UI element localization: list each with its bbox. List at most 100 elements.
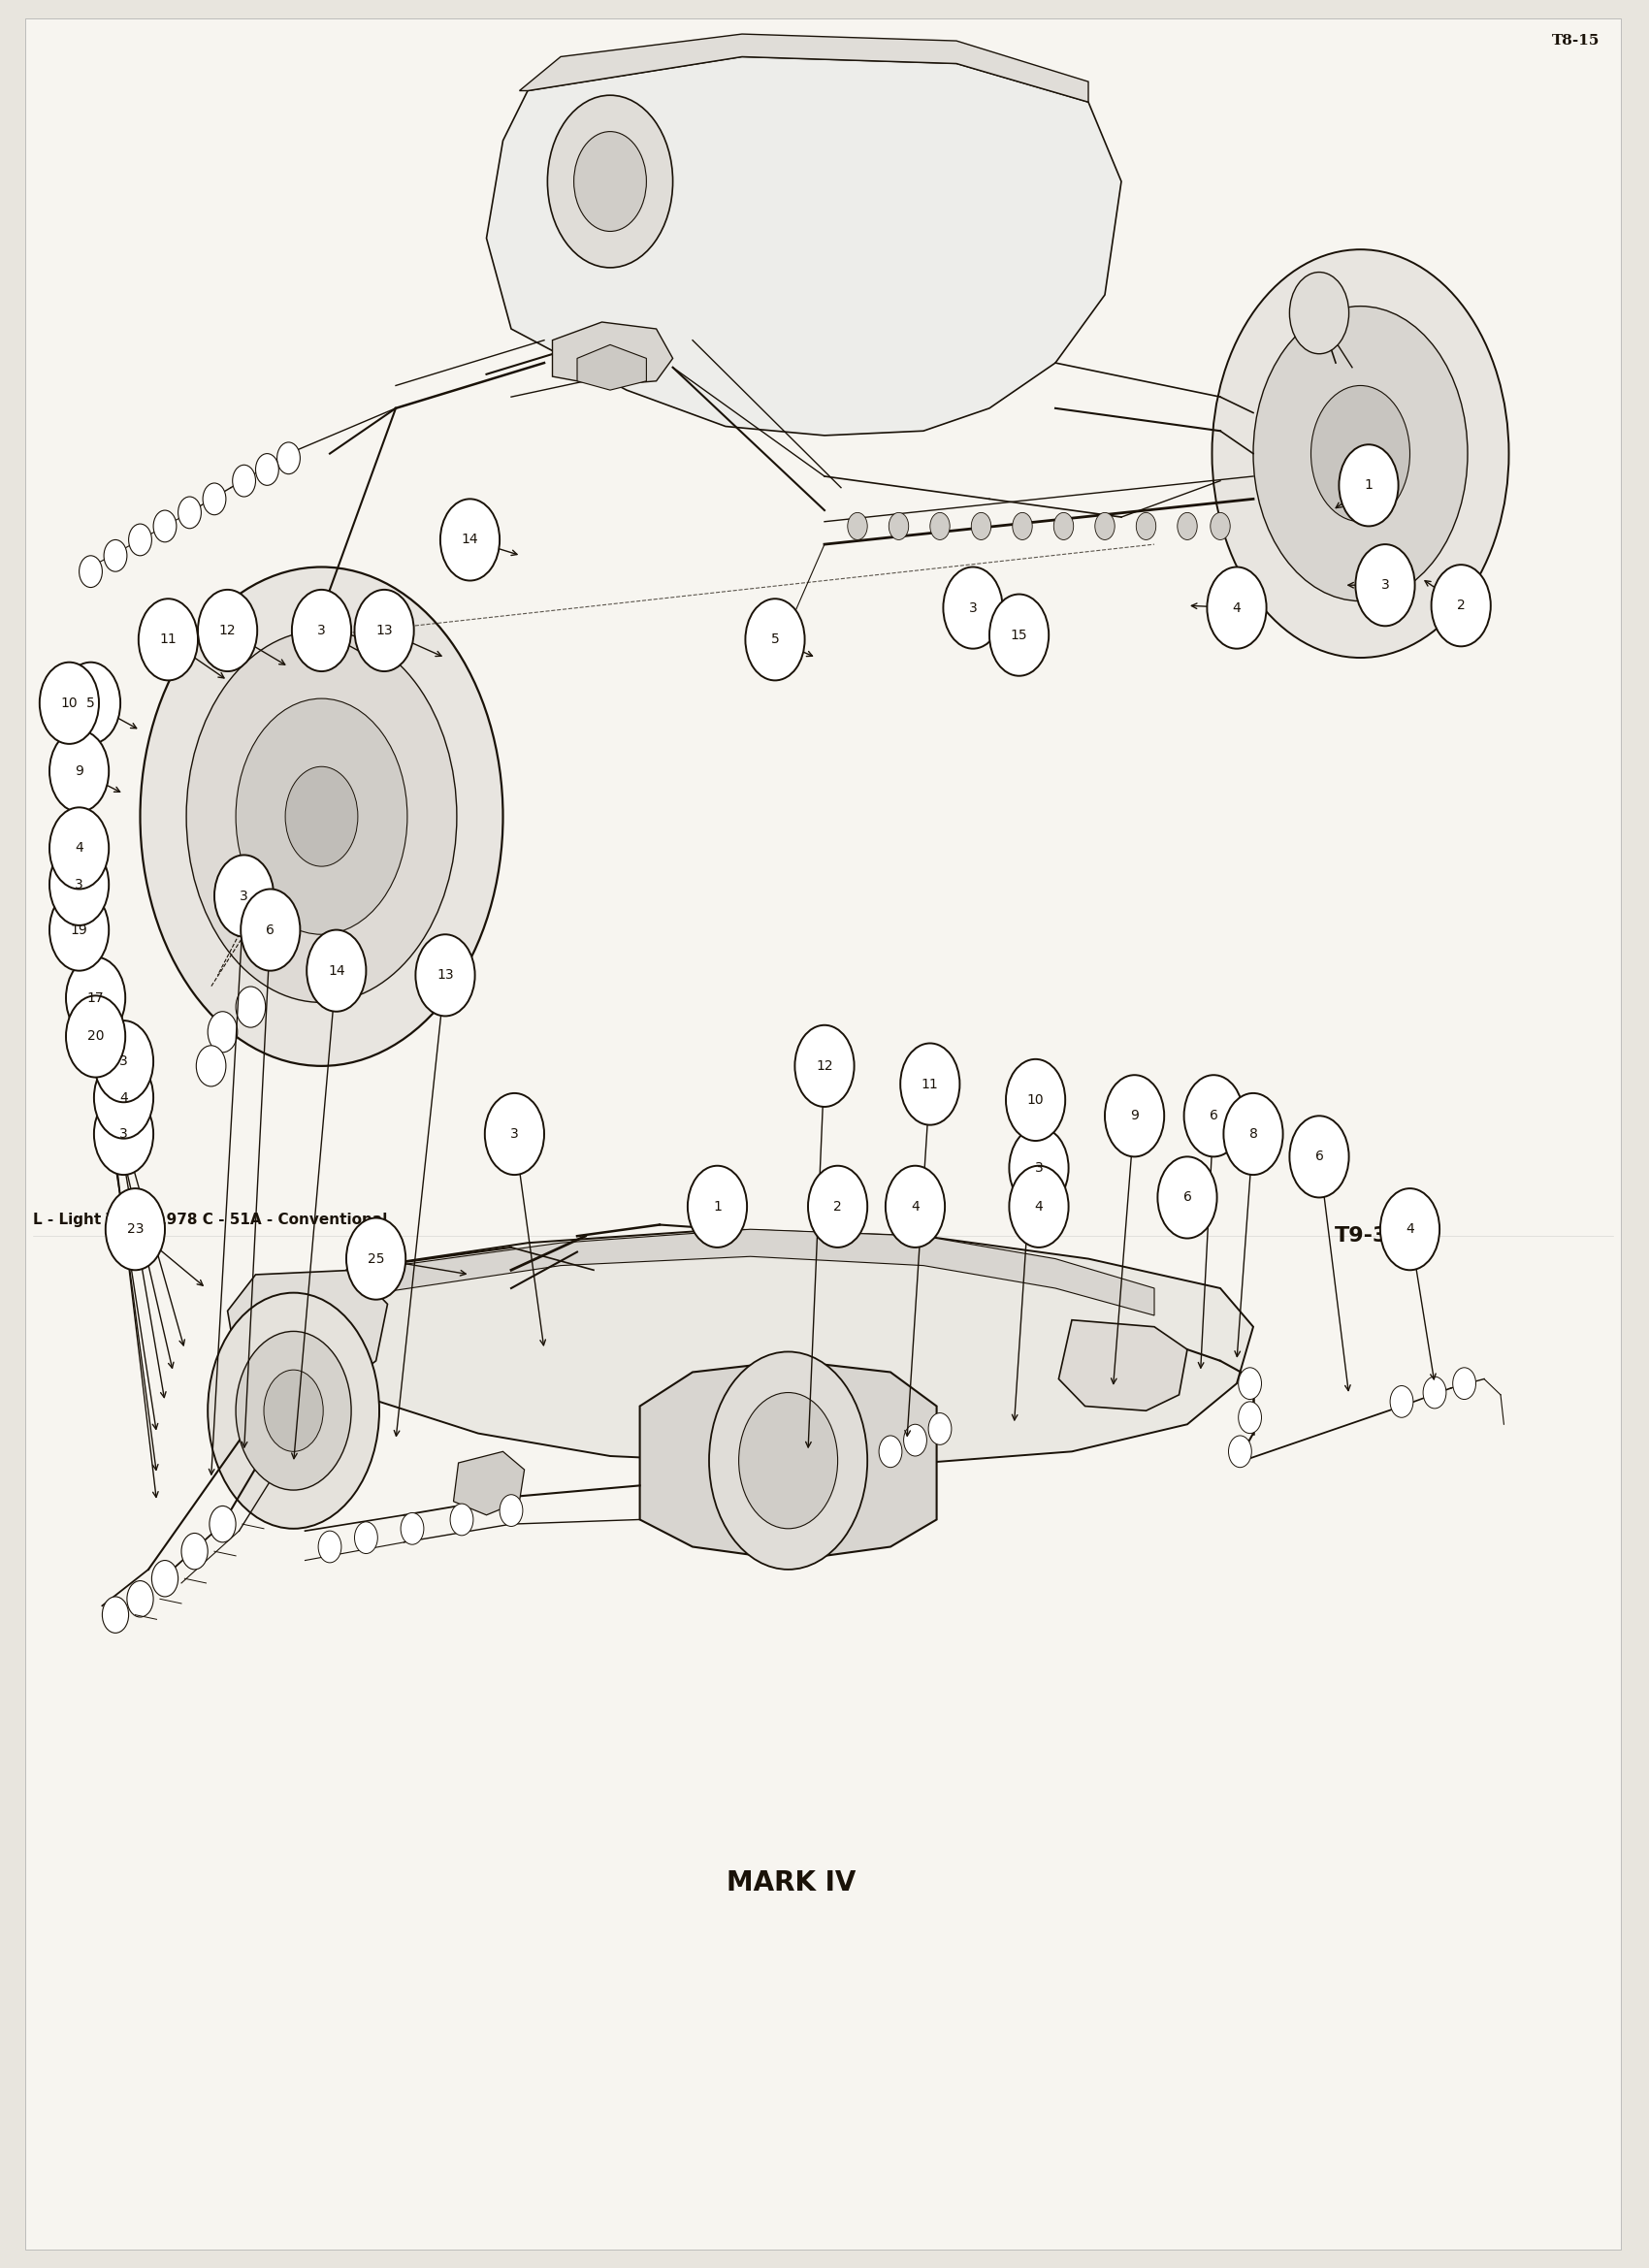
Polygon shape — [363, 1229, 1154, 1315]
Text: 1: 1 — [1364, 479, 1374, 492]
Text: 4: 4 — [1232, 601, 1242, 615]
Circle shape — [1054, 513, 1073, 540]
Circle shape — [186, 631, 457, 1002]
Circle shape — [153, 510, 176, 542]
Text: 1: 1 — [712, 1200, 722, 1213]
Circle shape — [214, 855, 274, 937]
Circle shape — [104, 540, 127, 572]
Text: 14: 14 — [462, 533, 478, 547]
Circle shape — [241, 889, 300, 971]
Circle shape — [547, 95, 673, 268]
Circle shape — [900, 1043, 960, 1125]
Circle shape — [745, 599, 805, 680]
Circle shape — [203, 483, 226, 515]
Circle shape — [79, 556, 102, 587]
Text: 23: 23 — [127, 1222, 143, 1236]
Text: 3: 3 — [119, 1055, 129, 1068]
Circle shape — [1238, 1402, 1261, 1433]
Circle shape — [346, 1218, 406, 1300]
Text: 3: 3 — [510, 1127, 519, 1141]
Circle shape — [1105, 1075, 1164, 1157]
Circle shape — [1453, 1368, 1476, 1399]
Text: 6: 6 — [1182, 1191, 1192, 1204]
Circle shape — [1311, 386, 1410, 522]
Circle shape — [688, 1166, 747, 1247]
Circle shape — [127, 1581, 153, 1617]
Circle shape — [355, 1522, 378, 1554]
Text: L - Light Truck 1978 C - 51A - Conventional: L - Light Truck 1978 C - 51A - Conventio… — [33, 1213, 388, 1227]
Circle shape — [49, 889, 109, 971]
Circle shape — [264, 1370, 323, 1452]
Text: 3: 3 — [119, 1127, 129, 1141]
Circle shape — [49, 730, 109, 812]
Circle shape — [106, 1188, 165, 1270]
Circle shape — [1006, 1059, 1065, 1141]
Text: 4: 4 — [1405, 1222, 1415, 1236]
Text: 4: 4 — [910, 1200, 920, 1213]
Circle shape — [989, 594, 1049, 676]
Polygon shape — [519, 34, 1088, 102]
Circle shape — [94, 1093, 153, 1175]
Circle shape — [1009, 1166, 1069, 1247]
Circle shape — [198, 590, 257, 671]
Text: 3: 3 — [74, 878, 84, 891]
Circle shape — [178, 497, 201, 528]
Text: 4: 4 — [74, 841, 84, 855]
Circle shape — [40, 662, 99, 744]
Text: 19: 19 — [71, 923, 87, 937]
Circle shape — [930, 513, 950, 540]
Text: 10: 10 — [1027, 1093, 1044, 1107]
Circle shape — [1224, 1093, 1283, 1175]
Circle shape — [416, 934, 475, 1016]
Circle shape — [795, 1025, 854, 1107]
Circle shape — [485, 1093, 544, 1175]
Circle shape — [1210, 513, 1230, 540]
Circle shape — [1253, 306, 1468, 601]
Circle shape — [1390, 1386, 1413, 1418]
Text: 3: 3 — [968, 601, 978, 615]
Circle shape — [1355, 544, 1415, 626]
FancyBboxPatch shape — [25, 18, 1621, 2250]
Circle shape — [1009, 1127, 1069, 1209]
Polygon shape — [640, 1361, 937, 1560]
Text: 2: 2 — [1456, 599, 1466, 612]
Text: 2: 2 — [833, 1200, 843, 1213]
Circle shape — [152, 1560, 178, 1597]
Circle shape — [440, 499, 500, 581]
Circle shape — [1184, 1075, 1243, 1157]
Circle shape — [285, 767, 358, 866]
Text: 11: 11 — [160, 633, 176, 646]
Circle shape — [292, 590, 351, 671]
Text: 6: 6 — [1314, 1150, 1324, 1163]
Circle shape — [1238, 1368, 1261, 1399]
Text: 25: 25 — [368, 1252, 384, 1266]
Circle shape — [256, 454, 279, 485]
Circle shape — [971, 513, 991, 540]
Circle shape — [1423, 1377, 1446, 1408]
Text: 6: 6 — [265, 923, 275, 937]
Circle shape — [209, 1506, 236, 1542]
Circle shape — [1158, 1157, 1217, 1238]
Circle shape — [401, 1513, 424, 1545]
Circle shape — [1207, 567, 1266, 649]
Circle shape — [848, 513, 867, 540]
Text: 12: 12 — [219, 624, 236, 637]
Circle shape — [129, 524, 152, 556]
Circle shape — [49, 807, 109, 889]
Circle shape — [904, 1424, 927, 1456]
Circle shape — [139, 599, 198, 680]
Circle shape — [1212, 249, 1509, 658]
Circle shape — [208, 1012, 237, 1052]
Polygon shape — [1059, 1320, 1187, 1411]
Circle shape — [233, 465, 256, 497]
Text: 3: 3 — [239, 889, 249, 903]
Text: 4: 4 — [119, 1091, 129, 1105]
Circle shape — [66, 996, 125, 1077]
Circle shape — [49, 844, 109, 925]
Circle shape — [943, 567, 1003, 649]
Text: 10: 10 — [61, 696, 78, 710]
Circle shape — [1431, 565, 1491, 646]
Circle shape — [307, 930, 366, 1012]
Text: T8-15: T8-15 — [1552, 34, 1600, 48]
Text: 15: 15 — [1011, 628, 1027, 642]
